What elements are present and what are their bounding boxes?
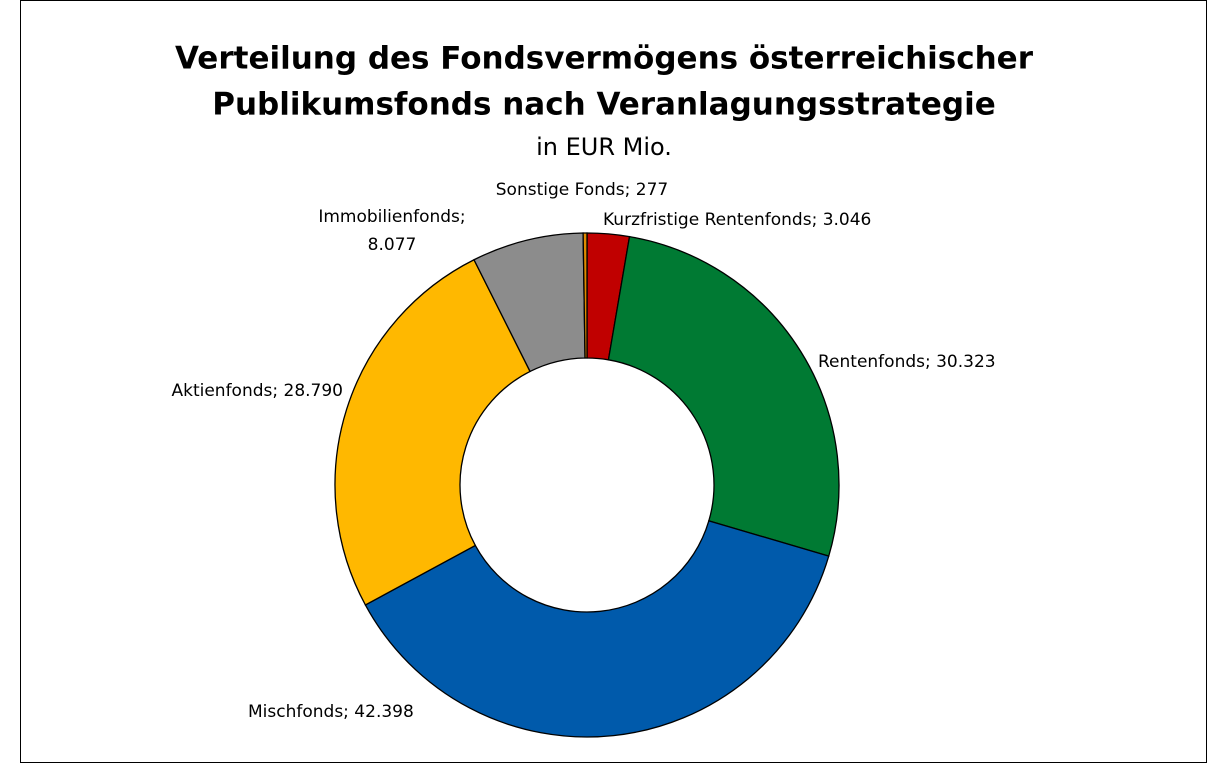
donut-slice: [607, 235, 840, 557]
data-label-line: 8.077: [368, 235, 417, 255]
data-label-line: Mischfonds; 42.398: [248, 702, 414, 722]
data-label-line: Aktienfonds; 28.790: [171, 381, 343, 401]
data-label-line: Immobilienfonds;: [318, 207, 465, 227]
data-label: Immobilienfonds; 8.077: [318, 207, 465, 255]
data-label: Rentenfonds; 30.323: [818, 352, 996, 372]
data-label-line: Rentenfonds; 30.323: [818, 352, 996, 372]
data-label: Sonstige Fonds; 277: [496, 180, 668, 200]
chart-title: Publikumsfonds nach Veranlagungsstrategi…: [212, 87, 995, 123]
data-label: Kurzfristige Rentenfonds; 3.046: [603, 210, 871, 230]
chart-subtitle: in EUR Mio.: [536, 133, 672, 161]
donut-slice: [364, 520, 830, 738]
donut-slice: [582, 232, 588, 359]
donut-slice: [334, 258, 531, 606]
data-label: Aktienfonds; 28.790: [171, 381, 343, 401]
data-label-line: Kurzfristige Rentenfonds; 3.046: [603, 210, 871, 230]
data-label: Mischfonds; 42.398: [248, 702, 414, 722]
chart-title: Verteilung des Fondsvermögens österreich…: [175, 41, 1034, 77]
data-label-line: Sonstige Fonds; 277: [496, 180, 668, 200]
